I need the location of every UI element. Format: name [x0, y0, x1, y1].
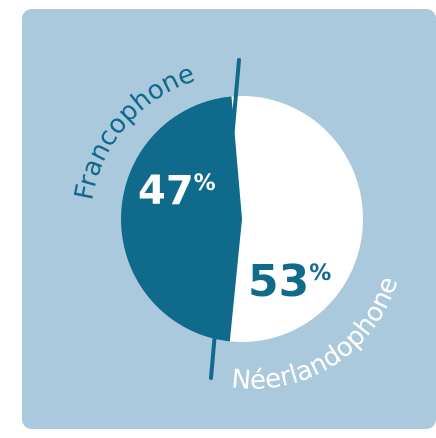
pie-slices: [121, 95, 364, 343]
slice-neerlandophone: [229, 95, 364, 343]
slice-francophone: [121, 96, 242, 342]
value-neerlandophone: 53: [248, 256, 309, 307]
unit-francophone: %: [194, 171, 216, 196]
unit-neerlandophone: %: [309, 261, 331, 286]
data-label-francophone: 47%: [138, 168, 216, 214]
value-francophone: 47: [138, 168, 194, 214]
data-label-neerlandophone: 53%: [248, 256, 331, 307]
slice-divider-line: [209, 58, 241, 380]
